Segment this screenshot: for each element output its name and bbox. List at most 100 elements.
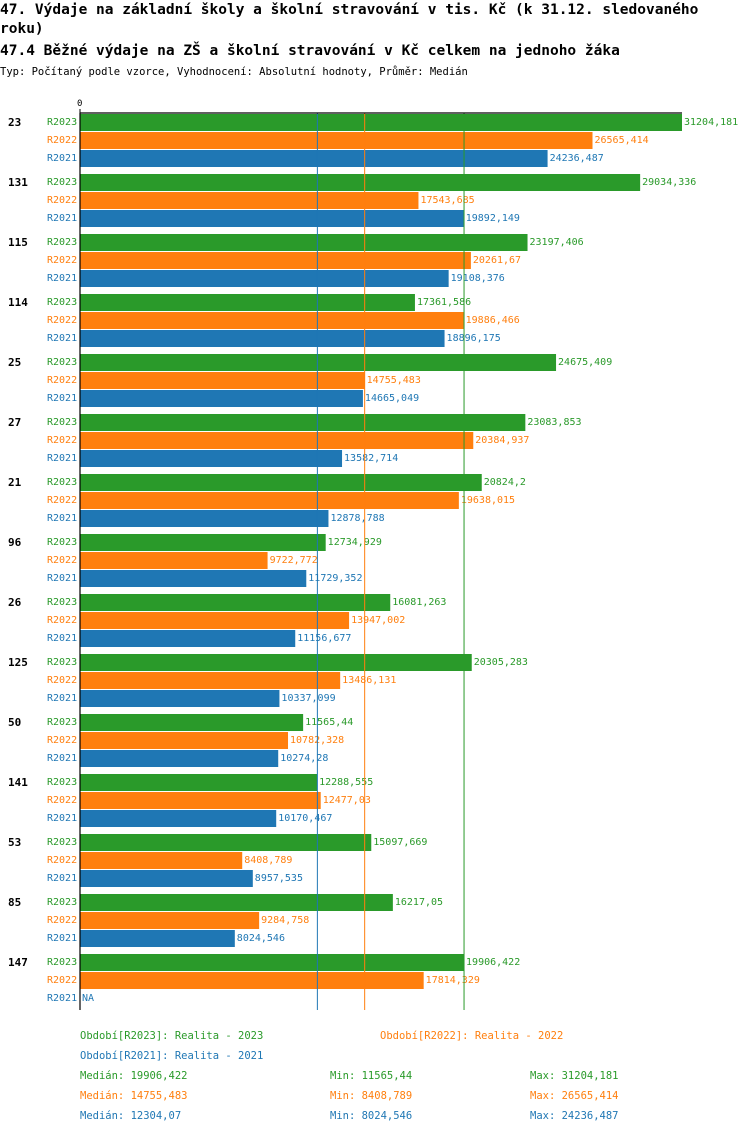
data-label: 24675,409 <box>558 357 612 368</box>
bar-r2022 <box>80 372 365 389</box>
series-label: R2022 <box>47 675 77 686</box>
bar-r2023 <box>80 714 304 731</box>
legend-r2021: Období[R2021]: Realita - 2021 <box>80 1050 264 1062</box>
data-label: 19638,015 <box>461 495 515 506</box>
data-label: 23197,406 <box>530 237 584 248</box>
series-label: R2021 <box>47 393 77 404</box>
series-label: R2022 <box>47 435 77 446</box>
bar-r2023 <box>80 834 372 851</box>
series-label: R2023 <box>47 597 77 608</box>
data-label: 24236,487 <box>550 153 604 164</box>
stat-median-r2023: Medián: 19906,422 <box>80 1070 188 1082</box>
data-label: 17361,586 <box>417 297 471 308</box>
series-label: R2023 <box>47 297 77 308</box>
series-label: R2023 <box>47 477 77 488</box>
bar-r2021 <box>80 390 363 407</box>
bar-r2022 <box>80 792 321 809</box>
chart-title-line2: roku) <box>0 21 44 37</box>
category-label: 21 <box>8 476 22 489</box>
stat-max-r2021: Max: 24236,487 <box>530 1110 619 1122</box>
bar-r2023 <box>80 534 326 551</box>
bar-r2023 <box>80 774 318 791</box>
stat-min-r2021: Min: 8024,546 <box>330 1110 413 1122</box>
bar-r2021 <box>80 930 235 947</box>
data-label: 10274,28 <box>280 753 328 764</box>
bar-r2021 <box>80 690 280 707</box>
series-label: R2023 <box>47 657 77 668</box>
series-label: R2022 <box>47 255 77 266</box>
data-label: 14665,049 <box>365 393 419 404</box>
bar-r2021 <box>80 270 449 287</box>
bar-r2023 <box>80 294 415 311</box>
series-label: R2023 <box>47 117 77 128</box>
category-label: 125 <box>8 656 28 669</box>
data-label: 18896,175 <box>447 333 501 344</box>
bar-r2022 <box>80 972 424 989</box>
series-label: R2022 <box>47 975 77 986</box>
legend-r2023: Období[R2023]: Realita - 2023 <box>80 1030 264 1042</box>
data-label: 20261,67 <box>473 255 521 266</box>
series-label: R2023 <box>47 897 77 908</box>
data-label: 11565,44 <box>305 717 353 728</box>
bar-r2022 <box>80 612 350 629</box>
series-label: R2021 <box>47 213 77 224</box>
series-label: R2021 <box>47 693 77 704</box>
data-label: 20305,283 <box>474 657 528 668</box>
series-label: R2021 <box>47 933 77 944</box>
bar-r2022 <box>80 732 289 749</box>
category-label: 85 <box>8 896 21 909</box>
data-label: 13486,131 <box>342 675 396 686</box>
series-label: R2023 <box>47 717 77 728</box>
category-label: 26 <box>8 596 22 609</box>
data-label: 26565,414 <box>595 135 649 146</box>
category-label: 115 <box>8 236 28 249</box>
data-label: 20384,937 <box>475 435 529 446</box>
series-label: R2023 <box>47 837 77 848</box>
series-label: R2022 <box>47 195 77 206</box>
bar-r2023 <box>80 954 465 971</box>
series-label: R2023 <box>47 957 77 968</box>
x-tick-label-zero: 0 <box>77 99 82 109</box>
data-label: 12734,929 <box>328 537 382 548</box>
category-label: 96 <box>8 536 22 549</box>
data-label: 19906,422 <box>466 957 520 968</box>
bar-r2023 <box>80 414 526 431</box>
bar-r2022 <box>80 132 593 149</box>
series-label: R2023 <box>47 537 77 548</box>
data-label: NA <box>82 993 94 1004</box>
bar-r2023 <box>80 114 682 131</box>
bar-r2023 <box>80 234 528 251</box>
series-label: R2022 <box>47 375 77 386</box>
data-label: 11156,677 <box>297 633 351 644</box>
series-label: R2022 <box>47 915 77 926</box>
series-label: R2022 <box>47 795 77 806</box>
bar-r2022 <box>80 312 464 329</box>
bar-r2021 <box>80 570 307 587</box>
data-label: 17543,685 <box>420 195 474 206</box>
stat-median-r2021: Medián: 12304,07 <box>80 1110 182 1122</box>
bar-r2022 <box>80 852 243 869</box>
data-label: 14755,483 <box>367 375 421 386</box>
category-label: 131 <box>8 176 28 189</box>
series-label: R2022 <box>47 855 77 866</box>
category-label: 23 <box>8 116 21 129</box>
data-label: 8024,546 <box>237 933 285 944</box>
bar-r2022 <box>80 252 471 269</box>
series-label: R2022 <box>47 555 77 566</box>
bar-r2022 <box>80 552 268 569</box>
series-label: R2021 <box>47 453 77 464</box>
chart-subtitle: Typ: Počítaný podle vzorce, Vyhodnocení:… <box>0 66 468 78</box>
bar-r2021 <box>80 630 296 647</box>
series-label: R2021 <box>47 753 77 764</box>
data-label: 12878,788 <box>330 513 384 524</box>
stat-median-r2022: Medián: 14755,483 <box>80 1090 188 1102</box>
bar-r2023 <box>80 354 557 371</box>
data-label: 29034,336 <box>642 177 696 188</box>
bar-r2022 <box>80 672 341 689</box>
category-label: 147 <box>8 956 28 969</box>
data-label: 11729,352 <box>308 573 362 584</box>
bar-r2021 <box>80 750 279 767</box>
series-label: R2021 <box>47 153 77 164</box>
data-label: 16081,263 <box>392 597 446 608</box>
legend-r2022: Období[R2022]: Realita - 2022 <box>380 1030 564 1042</box>
